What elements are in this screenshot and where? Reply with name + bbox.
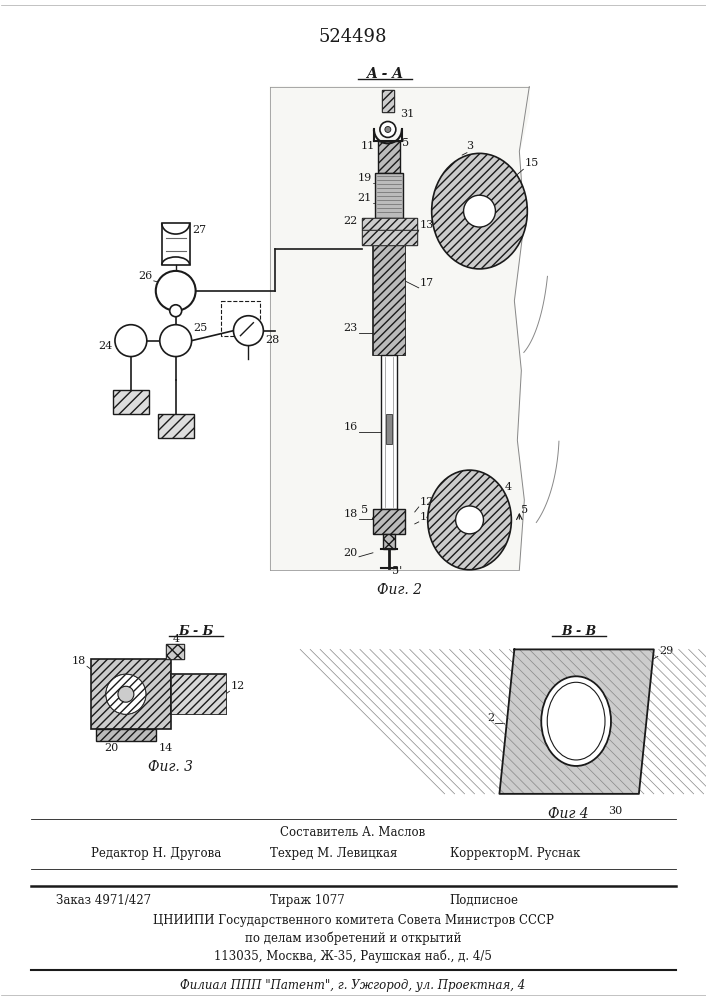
Bar	[158, 414, 194, 438]
Circle shape	[115, 325, 147, 357]
Ellipse shape	[428, 470, 511, 570]
Text: 15: 15	[525, 158, 539, 168]
Text: Фиг. 2: Фиг. 2	[378, 583, 422, 597]
Text: 29: 29	[659, 646, 673, 656]
Text: Редактор Н. Другова: Редактор Н. Другова	[91, 847, 221, 860]
Bar	[383, 534, 395, 549]
Text: 23: 23	[344, 323, 358, 333]
Bar	[165, 644, 184, 659]
Bar	[381, 355, 397, 509]
Text: 5: 5	[361, 505, 368, 515]
Text: 30: 30	[608, 806, 622, 816]
Bar	[375, 173, 403, 218]
Text: 113035, Москва, Ж-35, Раушская наб., д. 4/5: 113035, Москва, Ж-35, Раушская наб., д. …	[214, 949, 492, 963]
Circle shape	[118, 686, 134, 702]
Bar	[373, 245, 405, 355]
Text: 17: 17	[420, 278, 434, 288]
Text: Тираж 1077: Тираж 1077	[270, 894, 345, 907]
Text: 20: 20	[104, 743, 118, 753]
Bar	[362, 230, 416, 245]
Text: 4: 4	[504, 482, 512, 492]
Circle shape	[170, 305, 182, 317]
Text: В - В: В - В	[561, 625, 597, 638]
Text: Б - Б: Б - Б	[178, 625, 214, 638]
Text: 524498: 524498	[319, 28, 387, 46]
Circle shape	[380, 121, 396, 137]
Polygon shape	[270, 87, 530, 570]
Bar	[386, 414, 392, 444]
Circle shape	[160, 325, 192, 357]
Text: Подписное: Подписное	[450, 894, 519, 907]
Ellipse shape	[542, 676, 611, 766]
Bar	[113, 390, 148, 414]
Text: 20: 20	[344, 548, 358, 558]
Text: 5': 5'	[392, 566, 402, 576]
Circle shape	[156, 271, 196, 311]
Text: 12: 12	[420, 497, 434, 507]
Bar	[362, 218, 416, 230]
Text: NR: NR	[167, 286, 185, 296]
Bar	[96, 729, 156, 741]
Text: Фиг. 3: Фиг. 3	[148, 760, 193, 774]
Bar	[91, 659, 170, 729]
Bar	[373, 509, 405, 534]
Bar	[170, 674, 226, 714]
Text: Филиал ППП "Патент", г. Ужгород, ул. Проектная, 4: Филиал ППП "Патент", г. Ужгород, ул. Про…	[180, 979, 525, 992]
Text: 18: 18	[344, 509, 358, 519]
Bar	[382, 90, 394, 112]
Bar	[373, 245, 405, 355]
Text: 27: 27	[192, 225, 206, 235]
Text: 3: 3	[466, 141, 473, 151]
Text: 28: 28	[265, 335, 279, 345]
Text: 5: 5	[521, 505, 528, 515]
Text: 16: 16	[344, 422, 358, 432]
Bar	[165, 644, 184, 659]
Text: по делам изобретений и открытий: по делам изобретений и открытий	[245, 932, 461, 945]
Circle shape	[233, 316, 263, 346]
Ellipse shape	[547, 682, 605, 760]
Circle shape	[106, 674, 146, 714]
Circle shape	[464, 195, 496, 227]
Bar	[221, 301, 260, 336]
Text: 5: 5	[402, 138, 409, 148]
Text: 25: 25	[194, 323, 208, 333]
Ellipse shape	[432, 153, 527, 269]
Bar	[378, 141, 400, 173]
Text: 21: 21	[358, 193, 372, 203]
Text: Техред М. Левицкая: Техред М. Левицкая	[270, 847, 398, 860]
Text: 18: 18	[72, 656, 86, 666]
Bar	[362, 218, 416, 230]
Text: 4: 4	[173, 634, 180, 644]
Text: 26: 26	[139, 271, 153, 281]
Circle shape	[106, 674, 146, 714]
Text: 14: 14	[158, 743, 173, 753]
Text: 22: 22	[344, 216, 358, 226]
Circle shape	[455, 506, 484, 534]
Text: 14: 14	[420, 512, 434, 522]
Bar	[170, 674, 226, 714]
Text: A - A: A - A	[366, 67, 404, 81]
Polygon shape	[499, 649, 654, 794]
Bar	[362, 230, 416, 245]
Text: 12: 12	[230, 681, 245, 691]
Text: 24: 24	[99, 341, 113, 351]
Circle shape	[385, 126, 391, 132]
Text: КорректорМ. Руснак: КорректорМ. Руснак	[450, 847, 580, 860]
Text: 2: 2	[487, 713, 494, 723]
Text: ЦНИИПИ Государственного комитета Совета Министров СССР: ЦНИИПИ Государственного комитета Совета …	[153, 914, 554, 927]
Text: Фиг 4: Фиг 4	[548, 807, 588, 821]
Text: 19: 19	[358, 173, 372, 183]
Text: 31: 31	[400, 109, 414, 119]
Text: 11: 11	[361, 141, 375, 151]
Bar	[162, 223, 189, 265]
Text: Заказ 4971/427: Заказ 4971/427	[56, 894, 151, 907]
Bar	[382, 90, 394, 112]
Text: Составитель А. Маслов: Составитель А. Маслов	[281, 826, 426, 839]
Text: 13: 13	[420, 220, 434, 230]
